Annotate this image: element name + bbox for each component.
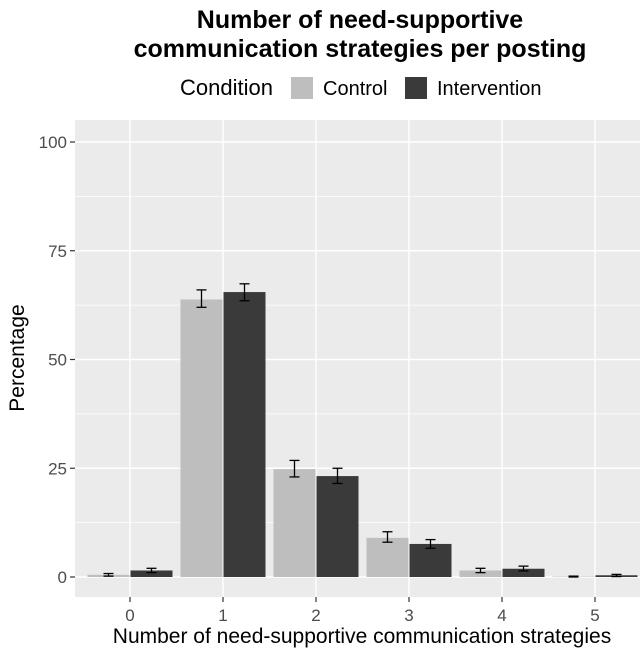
y-tick-label: 100 [39,133,67,152]
x-tick-label: 3 [404,606,413,625]
error-bar-control-0 [103,572,114,577]
bar-control-1 [180,299,223,577]
x-axis-label: Number of need-supportive communication … [113,625,611,648]
chart-title-line-2: communication strategies per posting [134,35,587,63]
gridlines [75,120,640,597]
bar-intervention-3 [409,543,452,577]
error-bar-control-2 [289,459,300,478]
error-bar-intervention-2 [332,467,343,485]
legend-label-control: Control [323,78,387,100]
x-tick-label: 2 [311,606,320,625]
error-bars [103,283,622,578]
x-tick-label: 4 [497,606,506,625]
error-bar-intervention-3 [425,538,436,549]
x-tick-label: 5 [590,606,599,625]
y-tick-label: 0 [58,568,67,587]
x-tick-label: 1 [218,606,227,625]
bar-control-2 [273,469,316,577]
bar-intervention-0 [130,570,173,577]
error-bar-intervention-5 [611,573,622,578]
bar-intervention-1 [223,292,266,577]
bar-control-3 [366,537,409,577]
error-bar-intervention-4 [518,565,529,572]
error-bar-control-3 [382,531,393,543]
y-tick-label: 25 [48,459,67,478]
y-tick-label: 75 [48,242,67,261]
error-bar-control-4 [475,567,486,574]
legend: Condition Control Intervention [180,75,542,100]
y-axis-label: Percentage [6,304,29,411]
legend-label-intervention: Intervention [437,78,542,100]
x-axis-ticks: 0 1 2 3 4 5 [125,597,600,625]
error-bar-control-1 [196,289,207,308]
error-bar-intervention-0 [146,567,157,574]
chart-title-line-1: Number of need-supportive [197,6,524,34]
legend-title: Condition [180,75,273,100]
error-bar-control-5 [568,575,579,578]
error-bar-intervention-1 [239,283,250,302]
y-axis-ticks: 0 25 50 75 100 [39,133,75,587]
bar-control-4 [459,570,502,577]
bar-intervention-4 [502,568,545,577]
legend-key-control [291,77,313,99]
y-tick-label: 50 [48,351,67,370]
x-tick-label: 0 [125,606,134,625]
legend-key-intervention [405,77,427,99]
bar-intervention-2 [316,476,359,577]
